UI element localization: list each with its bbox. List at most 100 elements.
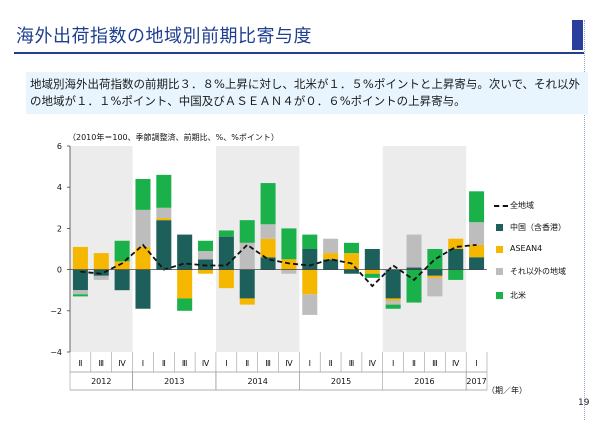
bar-segment [72,290,88,295]
quarter-label: Ⅲ [99,359,105,368]
bar-segment [281,228,297,260]
total-line [80,243,477,288]
y-tick-label: 2 [57,224,62,233]
legend-swatch [496,246,503,253]
quarter-label: Ⅳ [452,359,460,368]
bar-segment [364,273,380,278]
bar-segment [281,269,297,274]
bar-segment [93,275,109,280]
bar-segment [260,238,276,258]
quarter-label: Ⅱ [412,359,416,368]
bar-segment [364,249,380,270]
quarter-label: Ⅰ [225,359,227,368]
bar-segment [260,183,276,225]
bar-segment [260,224,276,239]
year-label: 2017 [466,377,486,386]
quarter-label: Ⅲ [432,359,438,368]
y-tick-label: −4 [50,348,62,357]
quarter-label: Ⅳ [202,359,210,368]
quarter-label: Ⅱ [329,359,333,368]
bar-segment [156,174,172,208]
year-label: 2013 [164,377,184,386]
bar-segment [364,269,380,274]
quarter-label: Ⅱ [162,359,166,368]
year-label: 2015 [331,377,351,386]
quarter-label: Ⅲ [182,359,188,368]
bar-segment [343,269,359,274]
bar-segment [343,253,359,270]
bar-segment [114,269,130,291]
bar-segment [239,298,255,305]
quarter-label: Ⅳ [118,359,126,368]
bar-segment [114,261,130,270]
bar-segment [469,191,485,223]
slide-title: 海外出荷指数の地域別前期比寄与度 [16,26,312,47]
bar-segment [198,259,214,270]
bar-segment [302,234,318,249]
legend-label: ASEAN4 [510,244,543,253]
bar-segment [427,275,443,278]
legend-swatch [496,268,503,275]
bar-segment [135,269,151,309]
bar-segment [406,267,422,270]
bar-segment [218,230,234,237]
bar-segment [135,178,151,210]
bar-segment [302,269,318,295]
bar-segment [239,242,255,270]
bar-segment [135,209,151,247]
bar-segment [281,259,297,270]
year-label: 2016 [414,377,434,386]
quarter-label: Ⅳ [285,359,293,368]
bar-segment [427,277,443,297]
bar-segment [385,300,401,305]
quarter-label: Ⅰ [142,359,144,368]
bar-segment [198,269,214,274]
quarter-label: Ⅱ [245,359,249,368]
bar-segment [323,238,339,254]
legend-label: 全地域 [510,201,534,210]
y-tick-label: −2 [50,307,62,316]
summary-text: 地域別海外出荷指数の前期比３．８%上昇に対し、北米が１．５%ポイントと上昇寄与。… [30,77,581,108]
bar-segment [448,238,464,249]
year-label: 2014 [247,377,267,386]
bar-segment [323,253,339,260]
bar-segment [239,220,255,243]
bar-segment [448,249,464,270]
title-underline [14,52,584,54]
corner-decoration [572,20,583,50]
bar-segment [343,242,359,254]
y-tick-label: 0 [57,266,62,275]
bar-segment [302,249,318,270]
bar-segment [198,240,214,252]
right-edge-dots [584,20,587,420]
quarter-label: Ⅰ [392,359,394,368]
bar-segment [93,269,109,276]
bar-segment [156,207,172,219]
bar-segment [135,246,151,270]
bar-segment [218,236,234,270]
bar-segment [302,294,318,315]
page-number: 19 [578,398,590,408]
bar-segment [177,234,193,270]
quarter-label: Ⅳ [369,359,377,368]
bar-segment [385,304,401,309]
legend-swatch [494,205,508,207]
bar-segment [427,269,443,276]
y-tick-label: 4 [57,183,62,192]
summary-box [26,72,588,114]
quarter-label: Ⅲ [265,359,271,368]
quarter-label: Ⅱ [78,359,82,368]
bar-segment [406,269,422,303]
bar-segment [469,257,485,270]
bar-segment [427,249,443,270]
bar-segment [239,269,255,299]
quarter-label: Ⅲ [349,359,355,368]
legend-label: 中国（含香港） [510,223,566,232]
year-label: 2012 [91,377,111,386]
bar-segment [114,240,130,262]
bar-segment [406,234,422,268]
bar-segment [177,298,193,311]
bar-segment [72,294,88,297]
bar-segment [218,269,234,289]
